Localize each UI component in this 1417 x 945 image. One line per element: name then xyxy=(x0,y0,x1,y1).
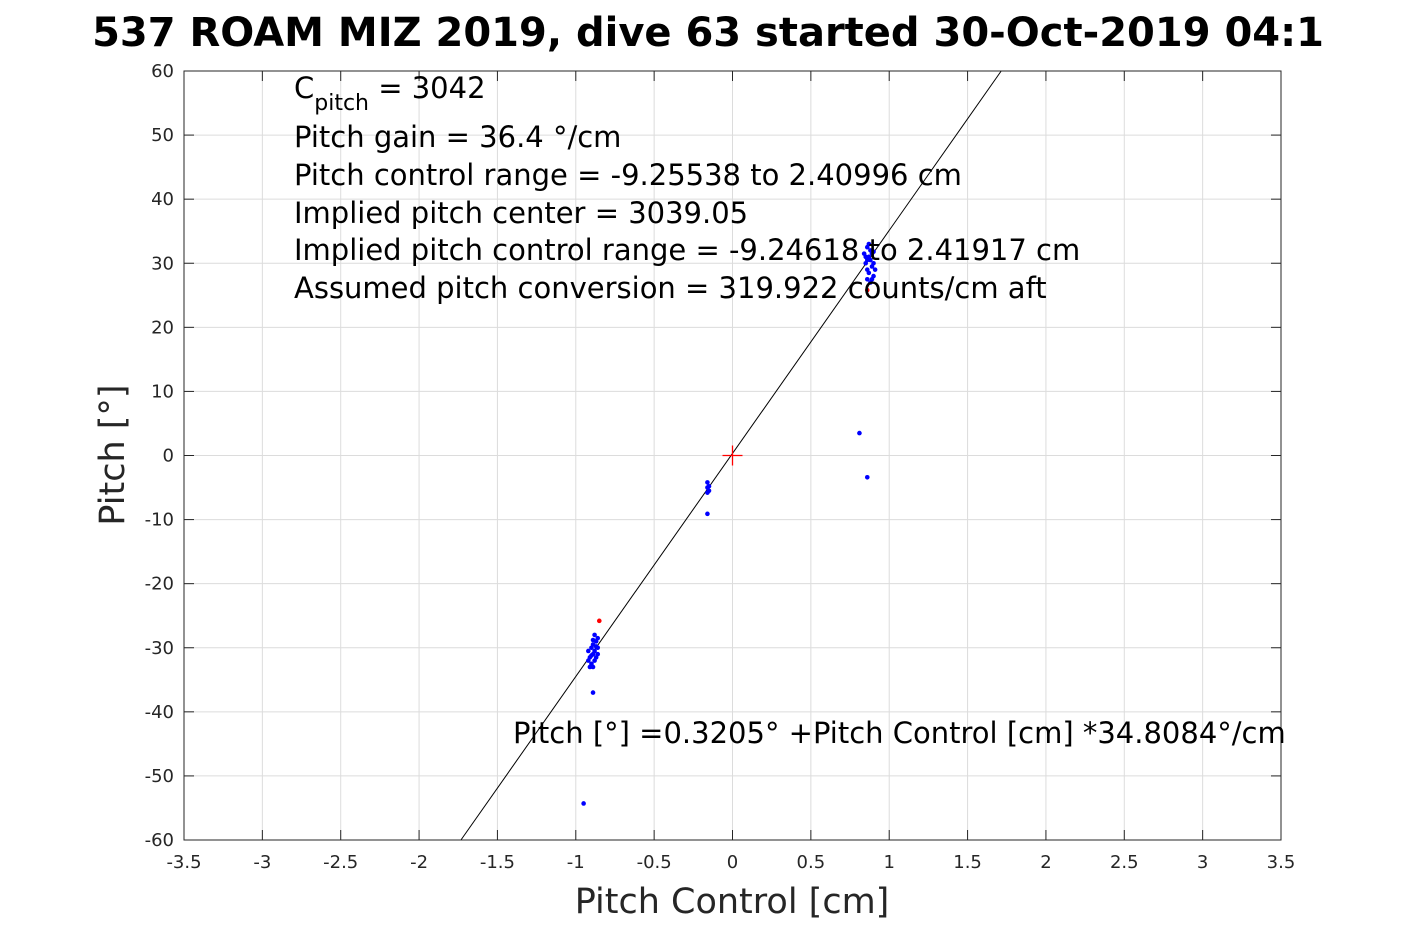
data-point xyxy=(864,257,870,263)
x-tick-label: 2 xyxy=(1040,852,1051,873)
x-tick-label: -1 xyxy=(567,852,585,873)
x-tick-label: -1.5 xyxy=(480,852,515,873)
data-point xyxy=(864,287,870,293)
annotation-block: Cpitch = 3042 Pitch gain = 36.4 °/cm Pit… xyxy=(294,71,1080,305)
data-point xyxy=(869,276,875,282)
y-tick-label: 20 xyxy=(151,317,174,338)
pitch-gain-annotation: Pitch gain = 36.4 °/cm xyxy=(294,120,621,154)
data-point xyxy=(592,648,597,654)
data-point xyxy=(872,267,878,272)
data-point xyxy=(705,480,710,485)
data-point xyxy=(866,241,872,247)
y-tick-label: -40 xyxy=(145,702,174,723)
data-point xyxy=(590,664,596,670)
center-marker-layer xyxy=(722,445,743,466)
data-point xyxy=(593,644,599,649)
x-tick-label: -3.5 xyxy=(166,852,201,873)
y-axis-label: Pitch [°] xyxy=(93,384,133,525)
y-tick-label: 40 xyxy=(151,189,174,210)
data-point xyxy=(705,511,710,517)
data-point xyxy=(595,635,601,641)
implied-center-annotation: Implied pitch center = 3039.05 xyxy=(294,196,748,230)
y-tick-label: -60 xyxy=(145,830,174,851)
data-point xyxy=(586,658,591,663)
cpitch-subscript: pitch xyxy=(314,91,369,116)
y-tick-label: 60 xyxy=(151,61,174,82)
data-point xyxy=(871,249,876,255)
x-tick-label: 3.5 xyxy=(1267,852,1296,873)
data-point xyxy=(595,651,601,657)
data-point xyxy=(864,474,870,480)
grid xyxy=(183,70,1282,841)
data-point xyxy=(589,653,594,658)
data-point xyxy=(706,483,712,489)
y-tick-label: -30 xyxy=(145,638,174,659)
x-tick-label: -3 xyxy=(253,852,271,873)
data-point xyxy=(581,801,586,806)
pitch-control-range-annotation: Pitch control range = -9.25538 to 2.4099… xyxy=(294,158,962,192)
y-tick-label: 0 xyxy=(163,446,174,467)
pitch-conversion-annotation: Assumed pitch conversion = 319.922 count… xyxy=(294,271,1047,305)
data-point xyxy=(596,618,602,624)
data-point xyxy=(857,430,862,436)
y-tick-label: 30 xyxy=(151,253,174,274)
x-tick-label: 1 xyxy=(883,852,894,873)
y-axis-ticks: -60 -50 -40 -30 -20 -10 0 10 20 30 40 50 60 xyxy=(145,61,1281,851)
cpitch-value: = 3042 xyxy=(369,71,486,105)
data-points xyxy=(581,241,878,806)
y-tick-label: -50 xyxy=(145,766,174,787)
x-axis-ticks: -3.5 -3 -2.5 -2 -1.5 -1 -0.5 0 0.5 1 1.5 2 2.5 3 3.5 xyxy=(166,71,1295,873)
y-tick-label: -20 xyxy=(145,574,174,595)
x-tick-label: 3 xyxy=(1197,852,1208,873)
x-axis-label: Pitch Control [cm] xyxy=(575,882,890,922)
data-point xyxy=(586,648,591,654)
cpitch-prefix: C xyxy=(294,71,314,105)
data-point xyxy=(871,260,876,266)
x-tick-label: 0 xyxy=(727,852,738,873)
y-tick-label: 10 xyxy=(151,381,174,402)
data-point xyxy=(705,490,710,495)
data-point xyxy=(590,690,596,695)
x-tick-label: -2.5 xyxy=(323,852,358,873)
implied-range-annotation: Implied pitch control range = -9.24618 t… xyxy=(294,233,1080,267)
x-tick-label: 2.5 xyxy=(1110,852,1139,873)
x-tick-label: -0.5 xyxy=(637,852,672,873)
x-tick-label: 1.5 xyxy=(953,852,982,873)
fit-equation-annotation: Pitch [°] =0.3205° +Pitch Control [cm] *… xyxy=(513,716,1286,750)
data-point xyxy=(866,270,872,276)
cpitch-annotation: Cpitch = 3042 xyxy=(294,71,486,116)
data-point xyxy=(590,637,596,643)
x-tick-label: 0.5 xyxy=(797,852,826,873)
y-tick-label: 50 xyxy=(151,125,174,146)
chart-title: 537 ROAM MIZ 2019, dive 63 started 30-Oc… xyxy=(92,10,1324,56)
data-point xyxy=(864,276,870,282)
data-point xyxy=(592,632,597,638)
x-tick-label: -2 xyxy=(410,852,428,873)
y-tick-label: -10 xyxy=(145,510,174,531)
